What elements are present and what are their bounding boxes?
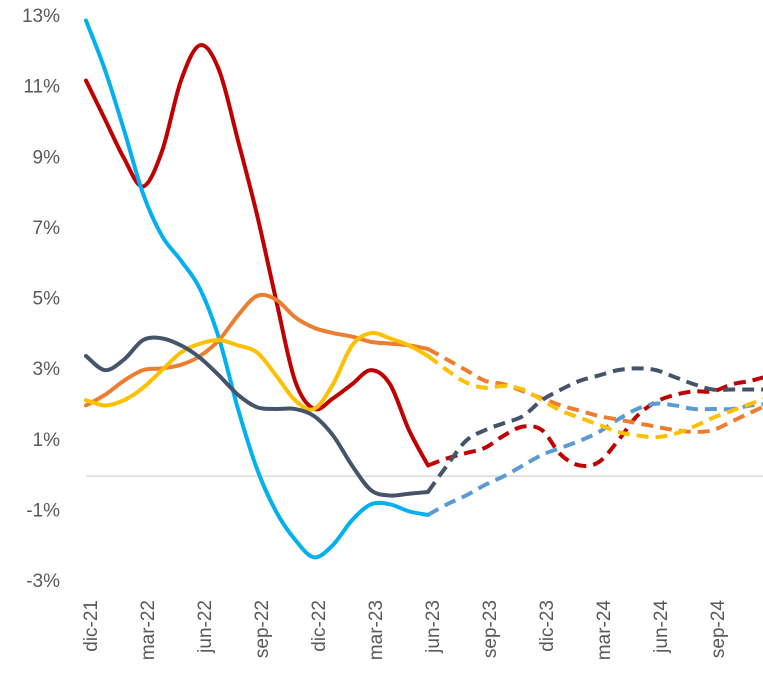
y-tick-label: -3% [26,571,60,592]
x-tick-label: jun-22 [195,600,216,654]
series-line [84,43,430,468]
y-tick-label: 9% [33,147,61,168]
series-line [84,292,430,408]
series-line [84,335,430,498]
series-line [84,18,430,560]
x-tick-label: dic-21 [81,600,102,652]
series-line [427,375,763,468]
y-tick-label: -1% [26,500,60,521]
series-line [426,354,763,440]
x-tick-label: sep-22 [252,600,273,658]
y-tick-label: 13% [22,6,60,27]
x-tick-label: jun-23 [423,600,444,654]
x-tick-label: sep-23 [480,600,501,658]
y-tick-label: 3% [33,359,61,380]
series-line [427,347,763,434]
series-line [84,330,430,412]
y-tick-label: 11% [23,77,60,98]
x-tick-label: jun-24 [651,600,672,654]
x-tick-label: sep-24 [708,600,729,659]
series-line [426,366,763,494]
x-tick-label: mar-22 [138,600,159,660]
x-tick-label: dic-22 [309,600,330,652]
y-tick-label: 1% [33,430,61,451]
x-tick-label: dic-23 [537,600,558,652]
y-tick-label: 7% [33,218,61,239]
x-tick-label: mar-23 [366,600,387,660]
y-tick-label: 5% [33,289,61,310]
x-tick-label: mar-24 [594,600,615,661]
series-line [427,401,763,517]
